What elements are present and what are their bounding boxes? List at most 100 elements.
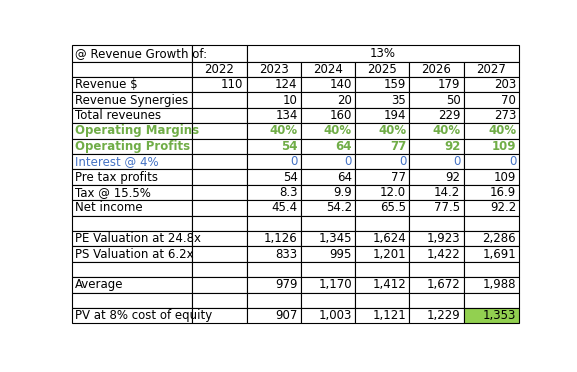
Text: Operating Margins: Operating Margins bbox=[75, 124, 199, 137]
Bar bbox=[463, 169, 519, 185]
Text: 194: 194 bbox=[384, 109, 406, 122]
Text: 110: 110 bbox=[221, 78, 243, 91]
Bar bbox=[355, 308, 409, 323]
Bar bbox=[192, 185, 246, 200]
Text: 54: 54 bbox=[283, 171, 298, 183]
Bar bbox=[301, 123, 355, 139]
Text: Average: Average bbox=[75, 278, 123, 291]
Bar bbox=[409, 154, 463, 169]
Text: 1,170: 1,170 bbox=[319, 278, 352, 291]
Bar bbox=[246, 77, 301, 92]
Bar bbox=[72, 277, 192, 293]
Bar bbox=[301, 246, 355, 262]
Text: 2,286: 2,286 bbox=[482, 232, 516, 245]
Bar bbox=[409, 123, 463, 139]
Bar bbox=[192, 108, 246, 123]
Text: 10: 10 bbox=[283, 94, 298, 107]
Text: 2022: 2022 bbox=[204, 63, 234, 76]
Text: 54.2: 54.2 bbox=[326, 201, 352, 214]
Text: 2027: 2027 bbox=[477, 63, 507, 76]
Bar bbox=[301, 308, 355, 323]
Bar bbox=[355, 123, 409, 139]
Bar bbox=[246, 154, 301, 169]
Bar bbox=[246, 231, 301, 246]
Bar bbox=[463, 154, 519, 169]
Bar bbox=[192, 246, 246, 262]
Text: 995: 995 bbox=[329, 248, 352, 260]
Bar bbox=[72, 308, 192, 323]
Text: PV at 8% cost of equity: PV at 8% cost of equity bbox=[75, 309, 212, 322]
Text: 109: 109 bbox=[492, 140, 516, 153]
Text: 1,672: 1,672 bbox=[426, 278, 460, 291]
Bar bbox=[72, 293, 192, 308]
Bar bbox=[246, 246, 301, 262]
Bar bbox=[301, 77, 355, 92]
Bar bbox=[246, 200, 301, 216]
Bar bbox=[355, 262, 409, 277]
Text: 12.0: 12.0 bbox=[380, 186, 406, 199]
Text: 1,345: 1,345 bbox=[319, 232, 352, 245]
Bar bbox=[463, 92, 519, 108]
Text: 273: 273 bbox=[494, 109, 516, 122]
Text: 77.5: 77.5 bbox=[434, 201, 460, 214]
Text: 0: 0 bbox=[453, 155, 460, 168]
Bar bbox=[72, 77, 192, 92]
Bar bbox=[355, 216, 409, 231]
Bar bbox=[246, 139, 301, 154]
Text: 1,126: 1,126 bbox=[264, 232, 298, 245]
Bar bbox=[355, 154, 409, 169]
Bar bbox=[301, 277, 355, 293]
Bar bbox=[192, 293, 246, 308]
Text: 1,691: 1,691 bbox=[482, 248, 516, 260]
Bar bbox=[409, 108, 463, 123]
Bar bbox=[409, 308, 463, 323]
Text: 1,624: 1,624 bbox=[372, 232, 406, 245]
Bar bbox=[409, 277, 463, 293]
Bar bbox=[246, 216, 301, 231]
Bar bbox=[463, 185, 519, 200]
Bar bbox=[409, 200, 463, 216]
Text: 2025: 2025 bbox=[367, 63, 397, 76]
Text: 0: 0 bbox=[399, 155, 406, 168]
Text: Pre tax profits: Pre tax profits bbox=[75, 171, 158, 183]
Bar bbox=[409, 262, 463, 277]
Bar bbox=[192, 123, 246, 139]
Text: 40%: 40% bbox=[269, 124, 298, 137]
Bar bbox=[409, 92, 463, 108]
Bar bbox=[409, 77, 463, 92]
Bar bbox=[192, 139, 246, 154]
Bar bbox=[463, 139, 519, 154]
Text: 92: 92 bbox=[444, 140, 460, 153]
Text: 1,121: 1,121 bbox=[372, 309, 406, 322]
Text: 77: 77 bbox=[391, 171, 406, 183]
Bar bbox=[72, 185, 192, 200]
Text: 70: 70 bbox=[501, 94, 516, 107]
Bar bbox=[246, 169, 301, 185]
Text: Net income: Net income bbox=[75, 201, 143, 214]
Bar bbox=[192, 169, 246, 185]
Bar bbox=[355, 246, 409, 262]
Bar bbox=[246, 62, 301, 77]
Text: 203: 203 bbox=[494, 78, 516, 91]
Bar bbox=[72, 62, 192, 77]
Text: 0: 0 bbox=[509, 155, 516, 168]
Text: 13%: 13% bbox=[370, 46, 396, 60]
Text: 92.2: 92.2 bbox=[490, 201, 516, 214]
Text: 2026: 2026 bbox=[421, 63, 451, 76]
Bar bbox=[409, 62, 463, 77]
Text: @ Revenue Growth of:: @ Revenue Growth of: bbox=[75, 46, 207, 60]
Bar bbox=[301, 108, 355, 123]
Bar bbox=[192, 308, 246, 323]
Bar bbox=[355, 185, 409, 200]
Text: 64: 64 bbox=[335, 140, 352, 153]
Text: 14.2: 14.2 bbox=[434, 186, 460, 199]
Bar bbox=[72, 45, 192, 62]
Bar bbox=[409, 246, 463, 262]
Bar bbox=[409, 231, 463, 246]
Text: Revenue $: Revenue $ bbox=[75, 78, 138, 91]
Bar bbox=[463, 200, 519, 216]
Text: 179: 179 bbox=[438, 78, 460, 91]
Bar bbox=[355, 92, 409, 108]
Text: Total reveunes: Total reveunes bbox=[75, 109, 162, 122]
Bar bbox=[355, 108, 409, 123]
